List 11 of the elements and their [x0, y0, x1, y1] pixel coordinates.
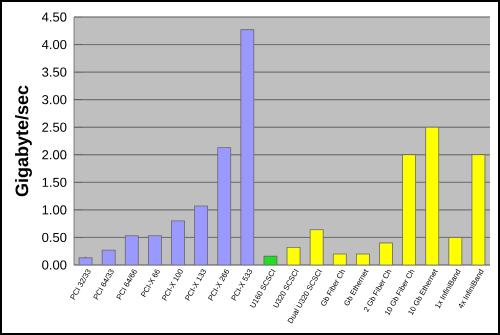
y-tick-label: 4.00	[42, 40, 66, 50]
y-tick-label: 1.00	[42, 205, 66, 214]
y-tick-label: 3.50	[42, 68, 66, 77]
y-tick-label: 2.00	[42, 150, 66, 160]
y-tick-label: 3.00	[42, 95, 66, 104]
y-tick-label: 0.00	[42, 260, 66, 270]
y-tick-label: 4.50	[42, 12, 66, 22]
y-tick-label: 0.50	[42, 232, 66, 242]
y-axis-title: Gigabyte/sec	[15, 86, 32, 196]
y-tick-label: 2.50	[42, 122, 66, 132]
y-tick-label: 1.50	[42, 178, 66, 187]
